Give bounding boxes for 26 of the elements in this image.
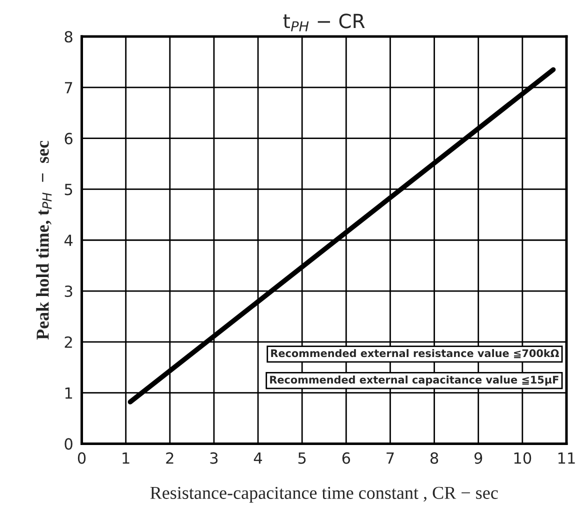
x-tick-label: 0 [78,452,86,464]
x-tick-label: 6 [342,452,350,464]
x-tick-label: 7 [386,452,394,464]
x-tick-label: 8 [430,452,438,464]
x-tick-label: 4 [254,452,262,464]
y-tick-label: 6 [64,132,72,144]
annotation: Recommended external capacitance value ≦15μF [270,376,558,386]
x-tick-label: 11 [558,452,575,464]
y-tick-label: 0 [64,438,72,450]
x-tick-label: 3 [210,452,218,464]
y-tick-label: 7 [64,82,72,94]
y-tick-label: 4 [64,234,73,246]
x-tick-label: 1 [122,452,130,464]
y-tick-label: 5 [64,184,72,196]
x-tick-label: 5 [298,452,306,464]
x-axis-title: Resistance-capacitance time constant , CR − sec [150,486,498,503]
annotation: Recommended external resistance value ≦700kΩ [271,349,559,358]
chart-title: t$_{PH}$ − CR [283,14,365,32]
y-tick-label: 3 [64,285,72,298]
x-tick-label: 9 [474,452,482,464]
y-axis-title: Peak hold time, t$_{PH}$ − sec [36,140,52,340]
x-tick-label: 10 [514,452,532,464]
y-tick-label: 8 [64,31,72,43]
y-tick-label: 2 [64,336,72,348]
x-tick-label: 2 [166,452,174,464]
y-tick-label: 1 [65,387,72,399]
